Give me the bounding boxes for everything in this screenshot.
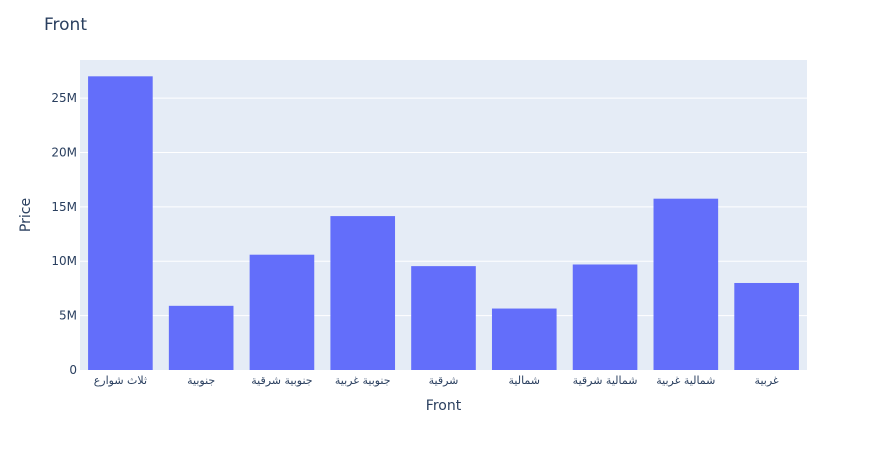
x-axis-title: Front (426, 398, 462, 414)
x-tick-label: شمالية شرقية (573, 374, 638, 387)
bar (572, 264, 638, 370)
bar (330, 216, 396, 370)
y-tick-label: 5M (59, 309, 77, 323)
x-tick-label: جنوبية (187, 374, 215, 387)
y-tick-label: 0 (69, 363, 77, 377)
y-axis-ticks: 0 5M 10M 15M 20M 25M (51, 91, 77, 377)
bar (734, 282, 799, 370)
bar (88, 76, 153, 370)
bar (653, 198, 719, 370)
y-tick-label: 25M (51, 91, 77, 105)
y-axis-title: Price (18, 198, 34, 232)
bar (249, 254, 315, 370)
x-tick-label: شرقية (429, 374, 459, 387)
y-tick-label: 20M (51, 145, 77, 159)
x-axis-ticks: ثلاث شوارع جنوبية جنوبية شرقية جنوبية غربية… (94, 374, 779, 387)
bar (411, 266, 476, 370)
x-tick-label: جنوبية شرقية (251, 374, 312, 387)
bars (88, 76, 799, 370)
chart-title: Front (44, 15, 87, 35)
x-tick-label: جنوبية غربية (335, 374, 391, 387)
x-tick-label: شمالية (509, 374, 541, 387)
x-tick-label: ثلاث شوارع (94, 374, 147, 387)
x-tick-label: غربية (755, 374, 779, 387)
bar (491, 308, 557, 370)
bar (168, 305, 234, 370)
y-tick-label: 10M (51, 254, 77, 268)
y-tick-label: 15M (51, 200, 77, 214)
x-tick-label: شمالية غربية (656, 374, 715, 387)
